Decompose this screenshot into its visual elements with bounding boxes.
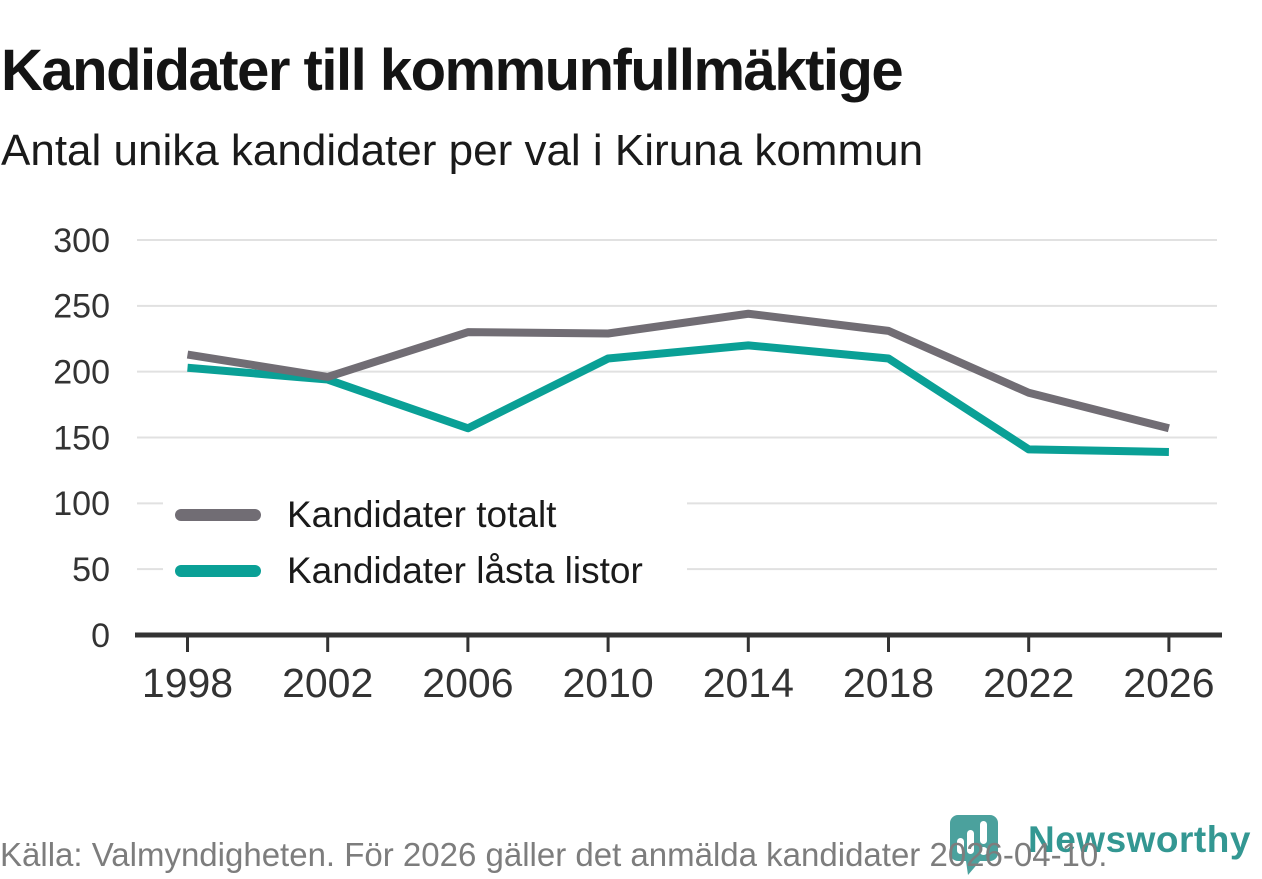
series-line-kandidater-l-sta-listor xyxy=(187,341,1169,456)
newsworthy-logo-text: Newsworthy xyxy=(1028,819,1251,860)
page-title: Kandidater till kommunfullmäktige xyxy=(1,37,904,103)
legend-label-kandidater-lasta-listor: Kandidater låsta listor xyxy=(287,550,643,591)
x-axis-tick-label: 2014 xyxy=(703,660,794,706)
speech-bubble-bar-chart-icon xyxy=(950,815,998,875)
y-axis-tick-label: 250 xyxy=(53,288,110,326)
chart-legend: Kandidater totalt Kandidater låsta listo… xyxy=(163,487,687,599)
legend-item-kandidater-totalt: Kandidater totalt xyxy=(175,487,643,543)
y-axis-tick-label: 150 xyxy=(53,419,110,457)
x-axis-tick-label: 2006 xyxy=(422,660,513,706)
x-axis-tick-label: 2026 xyxy=(1123,660,1214,706)
x-axis-tick-label: 2010 xyxy=(562,660,653,706)
legend-swatch-kandidater-lasta-listor xyxy=(175,565,261,577)
page-subtitle: Antal unika kandidater per val i Kiruna … xyxy=(1,126,924,175)
y-axis-tick-label: 0 xyxy=(91,617,110,655)
newsworthy-logo: Newsworthy xyxy=(946,813,1251,877)
x-axis-tick-label: 2018 xyxy=(843,660,934,706)
y-axis-tick-label: 200 xyxy=(53,354,110,392)
source-note: Källa: Valmyndigheten. För 2026 gäller d… xyxy=(0,836,1108,873)
legend-item-kandidater-lasta-listor: Kandidater låsta listor xyxy=(175,543,643,599)
x-axis-tick-label: 2002 xyxy=(282,660,373,706)
legend-label-kandidater-totalt: Kandidater totalt xyxy=(287,494,557,535)
y-axis-tick-label: 300 xyxy=(53,222,110,260)
x-axis-tick-label: 2022 xyxy=(983,660,1074,706)
series-line-kandidater-totalt xyxy=(186,309,1170,433)
legend-swatch-kandidater-totalt xyxy=(175,509,261,521)
x-axis-tick-label: 1998 xyxy=(142,660,233,706)
y-axis-tick-label: 50 xyxy=(72,551,110,589)
y-axis-tick-label: 100 xyxy=(53,485,110,523)
